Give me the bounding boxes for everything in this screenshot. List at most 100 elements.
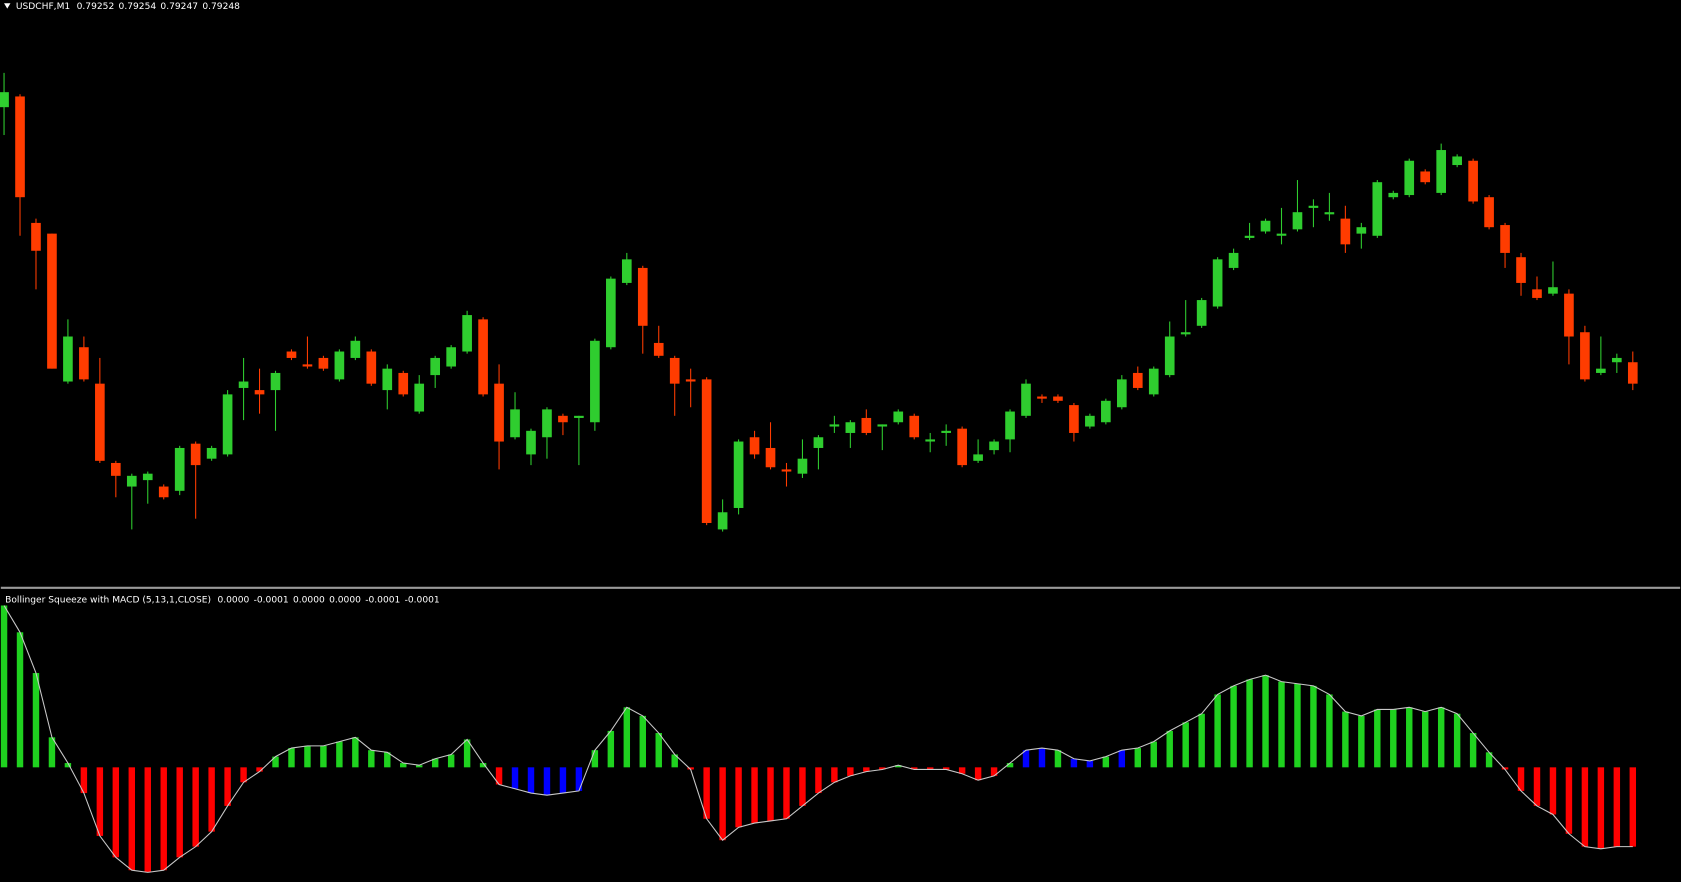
- candle-body: [366, 351, 377, 384]
- histogram-bar: [895, 765, 902, 768]
- candle-body: [478, 319, 488, 395]
- histogram-bar: [1565, 767, 1573, 834]
- histogram-bar: [80, 767, 88, 794]
- candle-body: [606, 278, 616, 348]
- histogram-bar: [1214, 694, 1221, 768]
- candle-body: [462, 315, 472, 352]
- histogram-bar: [463, 739, 471, 768]
- histogram-bar: [48, 737, 56, 768]
- histogram-bar: [1501, 767, 1509, 770]
- candle-body: [957, 428, 967, 466]
- histogram-bar: [783, 767, 790, 819]
- histogram-bar: [559, 767, 567, 794]
- candle-body: [893, 411, 904, 423]
- histogram-bar: [224, 767, 231, 806]
- histogram-bar: [431, 758, 439, 768]
- histogram-bar: [735, 767, 742, 828]
- macd-line: [3, 605, 1633, 873]
- candle-body: [1021, 383, 1031, 416]
- price-value: 0.79254: [119, 2, 157, 12]
- candle-body: [1244, 235, 1255, 238]
- histogram-bar: [799, 767, 806, 806]
- indicator-value: 0.0000: [329, 596, 361, 606]
- histogram-bar: [863, 767, 870, 772]
- candle-body: [1532, 289, 1542, 298]
- candle-body: [1516, 257, 1526, 283]
- candle-body: [318, 357, 329, 369]
- candle-body: [1132, 372, 1143, 388]
- histogram-bar: [671, 754, 678, 768]
- histogram-bar: [32, 673, 40, 768]
- histogram-bar: [1278, 681, 1285, 768]
- histogram-bar: [320, 745, 327, 768]
- candle-body: [845, 422, 856, 433]
- histogram-bar: [384, 752, 391, 768]
- histogram-bar: [1437, 707, 1445, 768]
- indicator-value: -0.0001: [405, 596, 440, 606]
- candle-body: [1037, 396, 1047, 399]
- candle-body: [1053, 396, 1063, 401]
- histogram-bar: [1597, 767, 1605, 849]
- candle-body: [270, 372, 281, 391]
- histogram-bar: [527, 767, 535, 794]
- histogram-bar: [1469, 733, 1477, 768]
- histogram-bar: [926, 767, 934, 770]
- candle-body: [158, 486, 169, 498]
- price-value: 0.79252: [77, 2, 115, 12]
- candle-body: [1101, 400, 1111, 423]
- histogram-bar: [1054, 750, 1062, 768]
- candle-body: [206, 447, 217, 459]
- candle-body: [1420, 171, 1431, 183]
- histogram-bar: [240, 767, 247, 783]
- candle-body: [813, 437, 824, 448]
- candle-body: [95, 383, 105, 461]
- candle-body: [398, 372, 409, 395]
- candle-body: [1276, 233, 1287, 236]
- histogram-bar: [1246, 679, 1253, 768]
- candle-body: [733, 441, 744, 508]
- candle-body: [558, 415, 568, 423]
- candle-body: [1292, 212, 1303, 230]
- candle-body: [973, 454, 983, 461]
- histogram-bar: [336, 741, 343, 768]
- histogram-bar: [911, 767, 918, 770]
- candle-body: [1388, 192, 1399, 198]
- histogram-bar: [1533, 767, 1541, 806]
- candle-body: [829, 424, 840, 427]
- candle-body: [1484, 197, 1494, 228]
- histogram-bar: [1102, 756, 1110, 768]
- histogram-bar: [368, 750, 375, 768]
- histogram-bar: [1581, 767, 1589, 847]
- candle-body: [1564, 293, 1574, 337]
- histogram-bar: [958, 767, 966, 774]
- candle-body: [781, 469, 792, 472]
- candle-body: [909, 415, 920, 438]
- histogram-bar: [1629, 767, 1637, 847]
- histogram-bar: [990, 767, 998, 776]
- histogram-bar: [1070, 758, 1078, 768]
- histogram-bar: [1166, 730, 1173, 768]
- candle-body: [1500, 225, 1510, 253]
- candle-body: [0, 92, 9, 108]
- candle-body: [1404, 160, 1415, 196]
- indicator-value: 0.0000: [293, 596, 325, 606]
- histogram-bar: [1022, 750, 1030, 768]
- candle-body: [47, 233, 57, 369]
- histogram-bar: [128, 767, 136, 871]
- candle-body: [286, 351, 297, 358]
- menu-arrow[interactable]: [4, 3, 11, 9]
- histogram-bar: [208, 767, 215, 832]
- candle-body: [446, 347, 456, 367]
- candle-body: [574, 415, 584, 418]
- histogram-bar: [447, 754, 455, 768]
- histogram-bar: [1453, 713, 1461, 768]
- candle-body: [925, 439, 936, 442]
- histogram-bar: [160, 767, 167, 871]
- candle-body: [1340, 218, 1351, 245]
- indicator-value: -0.0001: [365, 596, 400, 606]
- candle-body: [1612, 357, 1622, 363]
- histogram-bar: [1374, 709, 1381, 768]
- histogram-bar: [1406, 707, 1413, 768]
- candle-body: [797, 458, 808, 474]
